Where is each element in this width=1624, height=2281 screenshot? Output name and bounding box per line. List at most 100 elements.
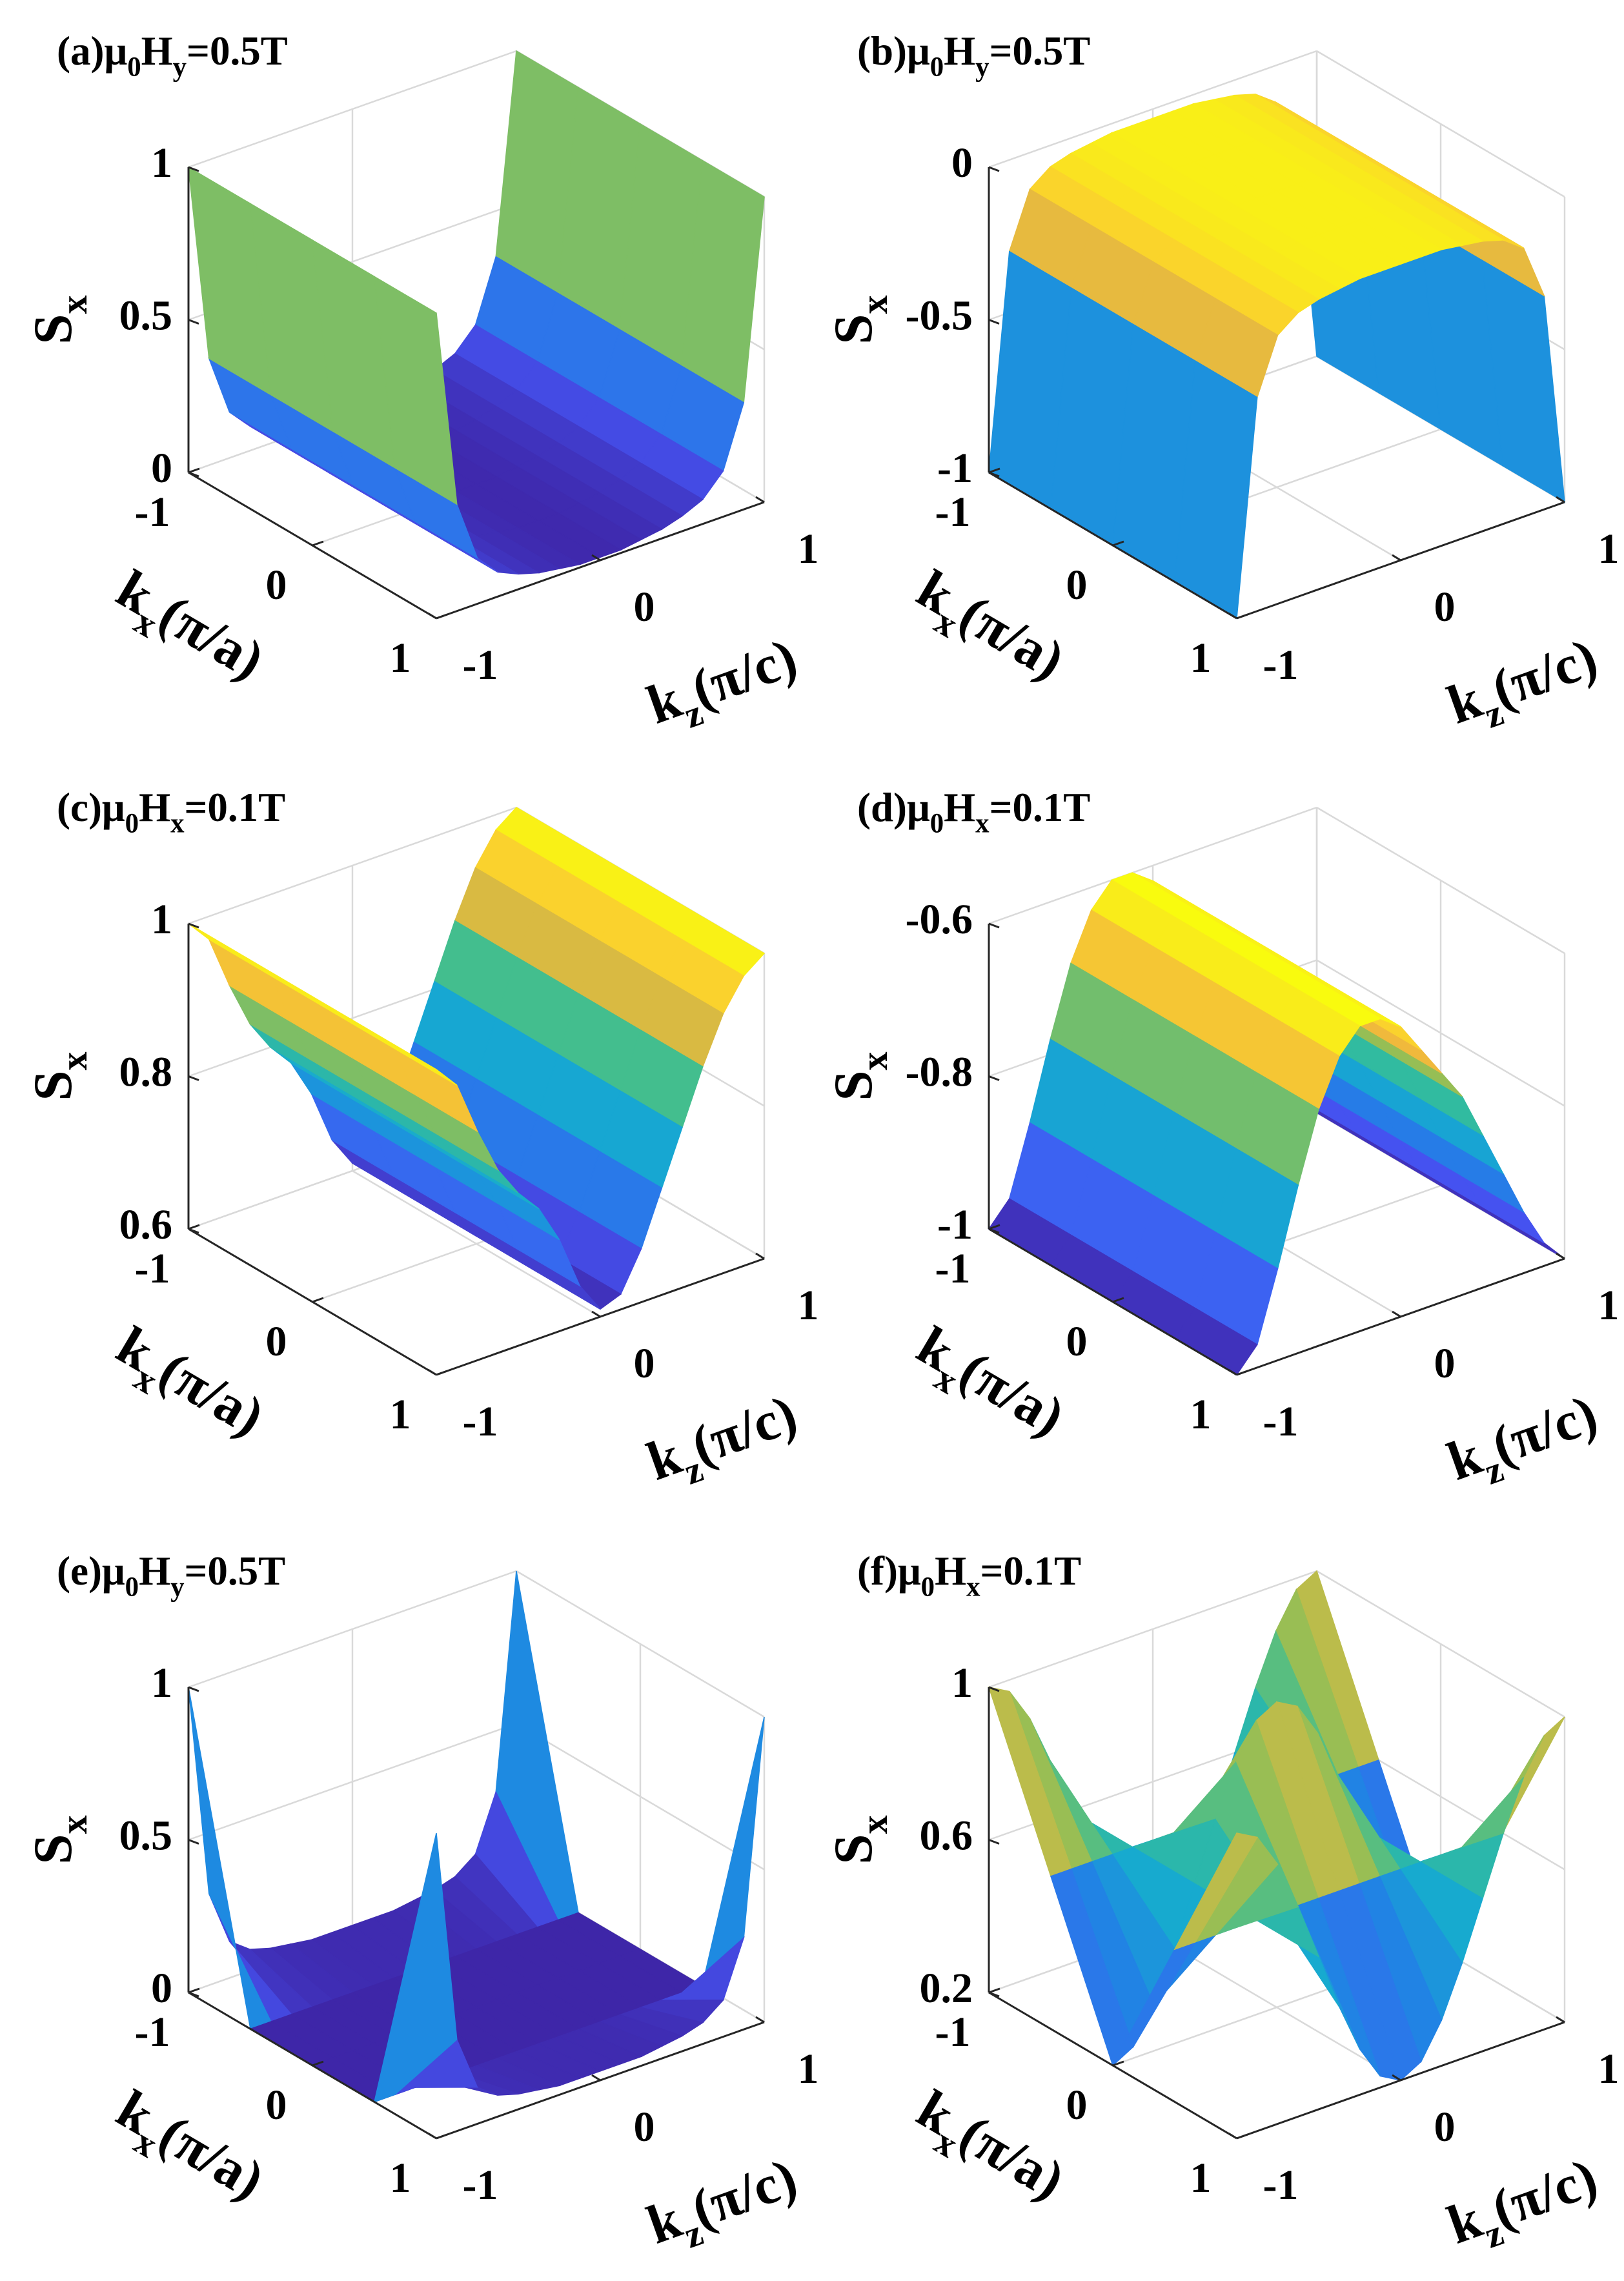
x-axis-label-part: (π/a) xyxy=(949,583,1075,691)
panel-title-part: (c)μ xyxy=(57,785,125,830)
z-axis-label-part: S xyxy=(823,1070,884,1100)
x-tick xyxy=(312,1297,324,1303)
x-tick-label: -1 xyxy=(135,1245,170,1292)
z-tick xyxy=(988,319,1000,325)
z-tick-label: -0.6 xyxy=(906,896,973,943)
z-axis-label-part: x xyxy=(53,1051,95,1070)
x-tick xyxy=(1236,613,1248,620)
panel-title-part: =0.1T xyxy=(980,1548,1082,1594)
panel-title-part: (f)μ xyxy=(857,1548,921,1594)
x-axis-label-part: (π/a) xyxy=(149,2104,274,2211)
z-axis-label-part: S xyxy=(823,1834,884,1864)
z-axis-label-part: S xyxy=(23,1834,83,1864)
z-axis-label-part: S xyxy=(23,314,83,344)
z-tick-label: 0.8 xyxy=(119,1049,173,1096)
z-tick xyxy=(188,1686,199,1692)
z-tick-label: 0.6 xyxy=(119,1201,173,1248)
surface-patch xyxy=(1173,1832,1258,1951)
surface-patch xyxy=(373,1832,458,2103)
z-axis-label: Sx xyxy=(23,1815,95,1864)
panel-title-part: y xyxy=(975,52,989,83)
z-axis-label-part: x xyxy=(853,1051,895,1070)
y-tick-label: -1 xyxy=(1263,2162,1299,2209)
y-tick xyxy=(1392,1310,1401,1318)
z-tick xyxy=(988,1075,1000,1081)
z-axis-label-part: x xyxy=(53,295,95,314)
panel: 0.20.61-101 -101Sxkx(π/a)kz(π/c)(f)μ0Hx=0… xyxy=(823,1548,1619,2256)
x-axis-label: kx(π/a) xyxy=(101,2078,274,2221)
y-axis-label-part: (π/c) xyxy=(1485,627,1605,720)
panel: -1-0.50-101 -101Sxkx(π/a)kz(π/c)(b)μ0Hy=0… xyxy=(823,28,1619,747)
x-axis-label-part: (π/a) xyxy=(149,583,274,691)
x-tick-label: 1 xyxy=(1190,2154,1212,2202)
z-axis-label-part: S xyxy=(823,314,884,344)
x-tick xyxy=(436,1370,448,1376)
y-axis-label-part: (π/c) xyxy=(1485,2147,1605,2240)
x-axis-label-part: (π/a) xyxy=(149,1340,274,1448)
z-tick xyxy=(188,166,199,172)
panel-title-part: x xyxy=(170,809,185,839)
x-tick xyxy=(1112,540,1124,547)
panel: 0.60.81-101 -101Sxkx(π/a)kz(π/c)(c)μ0Hx=0… xyxy=(23,785,819,1493)
y-tick-label: 1 xyxy=(798,2045,819,2093)
z-axis-label: Sx xyxy=(823,295,895,344)
surface-patch xyxy=(1481,258,1565,503)
surface-patch xyxy=(374,276,458,505)
panel-title-part: =0.5T xyxy=(990,28,1091,74)
x-tick xyxy=(436,2133,448,2140)
z-tick-label: 1 xyxy=(151,1659,172,1707)
y-axis-label-part: (π/c) xyxy=(1485,1384,1605,1477)
surface-patch xyxy=(374,1032,458,1086)
z-tick xyxy=(988,166,1000,172)
panel-title-part: H xyxy=(139,785,170,830)
z-tick-label: 0 xyxy=(151,1965,172,2012)
x-tick-label: -1 xyxy=(935,1245,971,1292)
panel-title-part: H xyxy=(935,1548,966,1594)
x-tick-label: 0 xyxy=(1066,2082,1088,2129)
y-tick xyxy=(1556,1252,1565,1260)
y-tick xyxy=(1392,2074,1401,2082)
z-tick-label: 1 xyxy=(151,139,172,187)
x-tick xyxy=(436,613,448,620)
panel-title-part: (d)μ xyxy=(857,785,930,830)
x-tick-label: 1 xyxy=(390,2154,411,2202)
panel-title-part: 0 xyxy=(930,809,944,839)
y-tick xyxy=(1556,496,1565,503)
x-tick xyxy=(312,2060,324,2067)
panel: 00.51-101 -101Sxkx(π/a)kz(π/c)(a)μ0Hy=0.5… xyxy=(23,28,819,736)
y-tick-label: -1 xyxy=(463,1398,498,1445)
x-tick-label: -1 xyxy=(135,489,170,536)
z-tick xyxy=(188,922,199,929)
y-tick xyxy=(427,1368,437,1376)
x-tick xyxy=(1236,2133,1248,2140)
panel-title-part: y xyxy=(170,1572,184,1603)
panel-title: (b)μ0Hy=0.5T xyxy=(857,28,1090,83)
z-axis-label-part: x xyxy=(853,1815,895,1834)
x-tick-label: 0 xyxy=(266,1318,287,1365)
y-axis-label: kz(π/c) xyxy=(1440,627,1609,747)
panel-title-part: =0.1T xyxy=(185,785,286,830)
z-tick xyxy=(988,471,1000,478)
z-axis-label-part: x xyxy=(53,1815,95,1834)
x-tick-label: -1 xyxy=(935,489,971,536)
panel-title-part: 0 xyxy=(930,52,944,83)
z-tick-label: 0 xyxy=(151,445,172,492)
y-tick-label: 1 xyxy=(1598,525,1619,573)
x-tick-label: 0 xyxy=(266,2082,287,2129)
y-tick-label: 0 xyxy=(1434,1340,1456,1387)
panel-title-part: 0 xyxy=(921,1572,935,1603)
z-tick-label: 0.5 xyxy=(119,292,173,340)
x-tick xyxy=(188,467,200,474)
panel-title: (e)μ0Hy=0.5T xyxy=(57,1548,285,1603)
z-tick xyxy=(188,1075,199,1081)
y-tick-label: 1 xyxy=(1598,1282,1619,1329)
z-tick-label: -0.8 xyxy=(906,1049,973,1096)
panel-title-part: 0 xyxy=(125,1572,139,1603)
z-tick-label: 0 xyxy=(951,139,973,187)
panel-title: (d)μ0Hx=0.1T xyxy=(857,785,1090,839)
x-axis-label-part: (π/a) xyxy=(949,2104,1075,2211)
z-tick xyxy=(188,1991,199,1998)
z-axis-label-part: x xyxy=(853,295,895,314)
panel: -1-0.8-0.6-101 -101Sxkx(π/a)kz(π/c)(d)μ0H… xyxy=(823,785,1619,1493)
